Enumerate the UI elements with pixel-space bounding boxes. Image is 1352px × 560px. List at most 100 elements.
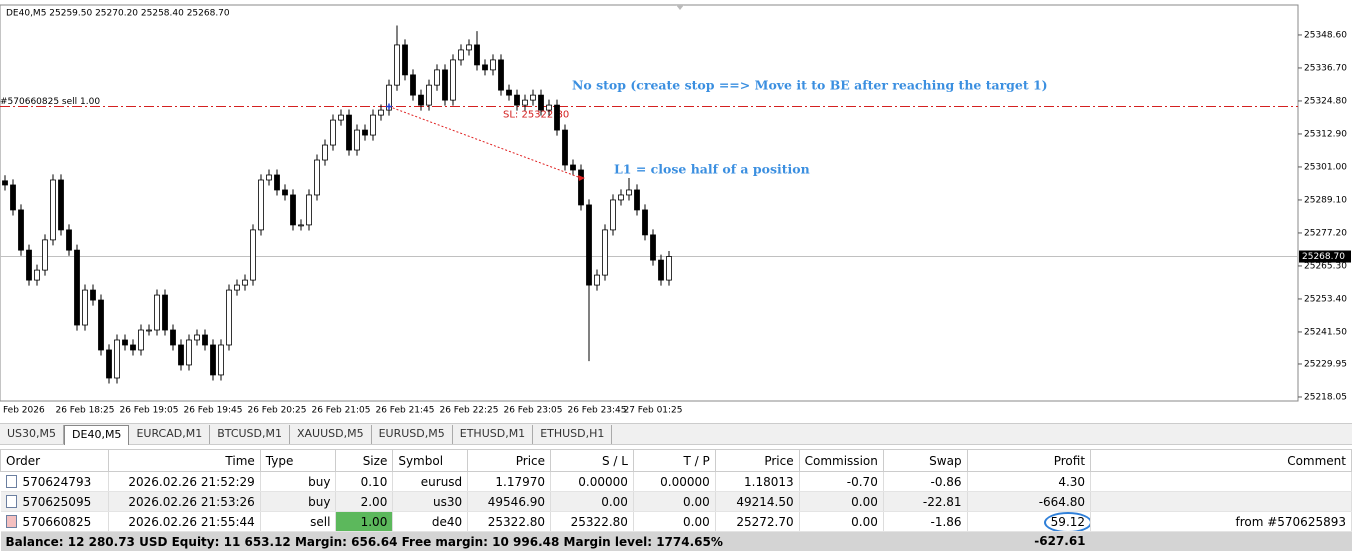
x-tick-label: 26 Feb 22:25 [439,406,498,416]
candle-body [618,194,624,201]
candle-body [626,189,632,196]
candle-body [482,64,488,71]
cell: 0.00 [799,491,884,512]
cell: -1.86 [883,511,968,532]
candle-body [18,209,24,251]
chart: DE40,M5 25259.50 25270.20 25258.40 25268… [0,4,1351,416]
cell: -22.81 [883,491,968,512]
order-icon [5,514,17,528]
candle-body [434,69,440,86]
chart-tab[interactable]: EURCAD,M1 [129,425,211,444]
y-tick-label: 25289.10 [1304,195,1347,205]
cell: 0.10 [335,471,394,492]
candle-body [498,59,504,91]
cell: 49214.50 [715,491,800,512]
cell: -0.70 [799,471,884,492]
candle-body [386,84,392,111]
annotation: No stop (create stop ==> Move it to BE a… [572,78,1048,93]
cell [1090,471,1352,492]
cell: 0.00000 [550,471,634,492]
candle-body [194,334,200,341]
candle-body [306,194,312,226]
cell: 0.00 [799,511,884,532]
candle-body [178,344,184,366]
candle-body [610,199,616,231]
candle-body [450,59,456,101]
x-tick-label: Feb 2026 [3,406,45,416]
column-header: Price [467,449,552,472]
balance-filler [1090,531,1352,551]
candle-body [330,119,336,146]
y-tick-label: 25336.70 [1304,63,1347,73]
candle-body [578,169,584,206]
candle-body [34,269,40,281]
cell: de40 [392,511,469,532]
y-tick-label: 25348.60 [1304,30,1347,40]
cell: 4.30 [967,471,1092,492]
candle-body [2,180,8,186]
chart-tab[interactable]: DE40,M5 [64,425,130,445]
position-row: 570660825 2026.02.26 21:55:44 sell 1.00 de40… [0,511,1352,532]
cell: 1.00 [335,511,394,532]
balance-text: Balance: 12 280.73 USD Equity: 11 653.12… [0,531,1091,551]
chart-tab[interactable]: US30,M5 [0,425,65,444]
candle-body [122,339,128,346]
candle-body [514,94,520,106]
chart-tab[interactable]: EURUSD,M5 [372,425,453,444]
candle-body [370,114,376,136]
candle-body [258,179,264,231]
candle-body [586,204,592,286]
candle-body [290,194,296,226]
x-tick-label: 26 Feb 20:25 [247,406,306,416]
candle-body [346,114,352,151]
column-header: Profit [966,449,1092,472]
position-row: 570624793 2026.02.26 21:52:29 buy 0.10 eurus… [0,471,1352,492]
cell: 1.18013 [715,471,800,492]
y-tick-label: 25277.20 [1304,228,1347,238]
x-tick-label: 26 Feb 21:05 [311,406,370,416]
x-tick-label: 26 Feb 19:45 [183,406,242,416]
cell: 25272.70 [715,511,800,532]
candle-body [530,94,536,101]
chart-tab[interactable]: BTCUSD,M1 [210,425,290,444]
cell: 2026.02.26 21:53:26 [108,491,261,512]
column-header: Size [335,449,394,472]
candle-body [322,144,328,161]
cell: from #570625893 [1090,511,1352,532]
cell: buy [260,471,337,492]
candle-body [226,289,232,346]
chart-tab[interactable]: ETHUSD,M1 [453,425,534,444]
candle-body [410,74,416,96]
candle-body [234,284,240,291]
trade-exit [578,175,585,181]
cell: 0.00 [633,511,716,532]
bid-label-box [1299,250,1351,263]
cell: 25322.80 [467,511,552,532]
y-tick-label: 25241.50 [1304,327,1347,337]
scroll-marker [676,5,684,10]
cell: 570624793 [0,471,109,492]
chart-tab[interactable]: ETHUSD,H1 [533,425,613,444]
cell [1090,491,1352,512]
chart-tab[interactable]: XAUUSD,M5 [290,425,372,444]
total-profit: -627.61 [1034,534,1086,548]
candle-body [426,84,432,106]
candle-body [594,274,600,286]
x-tick-label: 26 Feb 23:05 [503,406,562,416]
cell: 570660825 [0,511,109,532]
candle-body [98,299,104,351]
candle-body [378,109,384,116]
candle-body [570,164,576,171]
balance-row: Balance: 12 280.73 USD Equity: 11 653.12… [0,531,1352,551]
cell: eurusd [392,471,469,492]
column-header: Commission [798,449,884,472]
cell: 1.17970 [467,471,552,492]
candle-body [114,339,120,379]
column-header: Time [107,449,261,472]
candle-body [170,329,176,346]
candle-body [474,44,480,66]
candle-body [10,184,16,211]
